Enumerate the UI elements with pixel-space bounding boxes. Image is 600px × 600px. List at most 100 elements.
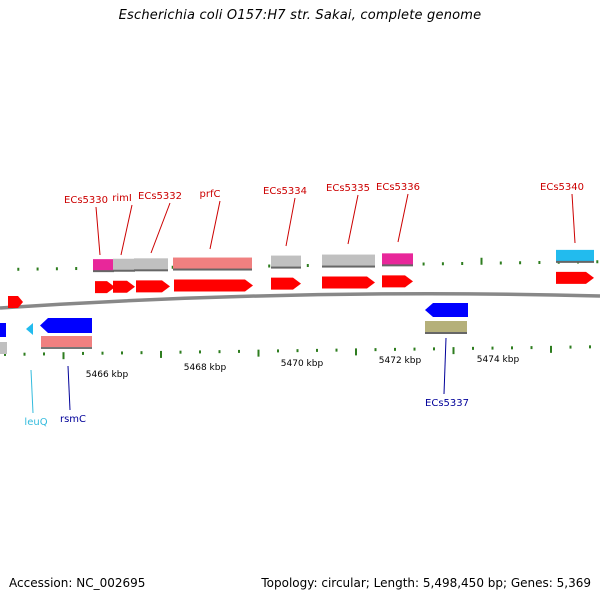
scale-label: 5470 kbp — [281, 359, 324, 369]
inner-tick — [82, 351, 84, 355]
inner-tick — [296, 349, 299, 353]
gene-block-leuq — [26, 323, 33, 335]
inner-tick — [413, 347, 416, 351]
gene-shadow-ecs5332 — [134, 269, 168, 272]
cds-arrow-rimi — [113, 280, 135, 293]
inner-tick — [23, 352, 26, 356]
feature-layer: ECs5330 rimI ECs5332 prfC ECs5334 ECs5335 ECs5… — [0, 182, 594, 428]
feature-label-rimi: rimI — [112, 193, 132, 204]
gene-shadow-ecs5336 — [382, 264, 413, 267]
gene-block-ecs5335 — [322, 254, 375, 267]
cds-arrow-rsmc — [40, 318, 92, 333]
feature-label-rsmc: rsmC — [60, 414, 86, 425]
inner-tick — [472, 346, 474, 350]
gene-block-rimi — [113, 258, 135, 271]
inner-tick — [121, 351, 123, 355]
feature-leader-ecs5334 — [285, 197, 296, 247]
inner-tick — [140, 351, 143, 355]
feature-label-ecs5336: ECs5336 — [376, 182, 420, 193]
cds-arrow-ecs5335 — [322, 276, 375, 289]
feature-label-ecs5337: ECs5337 — [425, 398, 469, 409]
scale-label: 5466 kbp — [86, 370, 129, 380]
feature-leader-ecs5336 — [397, 193, 409, 243]
inner-tick — [277, 349, 279, 353]
cds-arrow-ecs5334 — [271, 277, 301, 290]
inner-tick — [335, 348, 338, 352]
outer-tick — [461, 262, 464, 266]
inner-tick — [43, 352, 45, 356]
scale-label: 5468 kbp — [184, 363, 227, 373]
feature-label-ecs5335: ECs5335 — [326, 183, 370, 194]
genome-summary: Topology: circular; Length: 5,498,450 bp… — [261, 576, 591, 590]
gene-shadow-ecs5335 — [322, 265, 375, 268]
inner-tick — [160, 350, 162, 358]
inner-tick — [4, 352, 6, 356]
genome-title: Escherichia coli O157:H7 str. Sakai, com… — [118, 8, 482, 23]
gene-shadow-ecs5330 — [93, 270, 114, 273]
feature-label-ecs5334: ECs5334 — [263, 186, 307, 197]
gene-block-ecs5336 — [382, 253, 413, 266]
inner-tick — [374, 348, 377, 352]
gene-block-ecs5332 — [134, 258, 168, 271]
gene-block-ecs5337 — [425, 321, 467, 333]
feature-label-prfc: prfC — [200, 189, 221, 200]
inner-tick — [530, 346, 533, 350]
gene-shadow-ecs5340 — [556, 260, 594, 263]
cds-arrow-partial — [8, 296, 23, 308]
inner-tick — [179, 350, 182, 354]
feature-label-leuq: leuQ — [24, 417, 47, 428]
genome-backbone — [0, 291, 600, 310]
feature-leader-ecs5330 — [95, 206, 101, 256]
inner-tick — [355, 348, 357, 356]
inner-tick — [569, 345, 572, 349]
inner-tick — [394, 347, 396, 351]
cds-arrow-ecs5332 — [136, 280, 170, 293]
gene-block-partial — [0, 342, 7, 354]
cds-arrow-ecs5337 — [425, 303, 468, 317]
cds-arrow-partial — [0, 323, 6, 337]
outer-tick — [422, 262, 425, 266]
feature-leader-prfc — [209, 200, 221, 250]
feature-label-ecs5330: ECs5330 — [64, 195, 108, 206]
gene-shadow-ecs5337 — [425, 332, 467, 334]
outer-tick — [480, 257, 483, 265]
inner-tick — [452, 347, 455, 355]
feature-label-ecs5340: ECs5340 — [540, 182, 584, 193]
feature-leader-rsmc — [67, 365, 71, 411]
outer-tick — [171, 265, 174, 269]
feature-label-ecs5332: ECs5332 — [138, 191, 182, 202]
inner-tick — [199, 350, 201, 354]
feature-leader-rimi — [120, 204, 133, 256]
inner-tick — [589, 345, 591, 349]
inner-tick — [62, 352, 65, 360]
inner-tick — [433, 347, 435, 351]
gene-block-ecs5330 — [93, 259, 114, 272]
cds-arrow-ecs5336 — [382, 275, 413, 288]
gene-block-ecs5340 — [556, 249, 594, 262]
cds-arrow-ecs5340 — [556, 271, 594, 284]
outer-tick — [55, 267, 58, 271]
feature-leader-ecs5332 — [150, 202, 171, 254]
scale-labels: 5466 kbp 5468 kbp 5470 kbp 5472 kbp 5474 kbp — [86, 355, 520, 380]
outer-tick — [538, 261, 541, 265]
inner-tick — [511, 346, 513, 350]
inner-tick — [550, 345, 552, 353]
outer-tick — [268, 264, 271, 268]
cds-arrow-prfc — [174, 279, 253, 292]
feature-leader-ecs5335 — [347, 194, 359, 245]
gene-block-prfc — [173, 257, 252, 270]
outer-tick — [306, 264, 309, 268]
outer-tick — [499, 261, 502, 265]
feature-leader-leuq — [30, 369, 34, 414]
cds-arrow-ecs5330 — [95, 281, 115, 294]
outer-tick — [75, 267, 78, 271]
inner-tick — [238, 349, 240, 353]
outer-tick — [17, 267, 20, 271]
gene-shadow-rsmc — [41, 347, 92, 349]
outer-tick — [441, 262, 444, 266]
scale-label: 5474 kbp — [477, 355, 520, 365]
gene-block-rsmc — [41, 336, 92, 348]
gene-block-ecs5334 — [271, 255, 301, 268]
scale-label: 5472 kbp — [379, 356, 422, 366]
